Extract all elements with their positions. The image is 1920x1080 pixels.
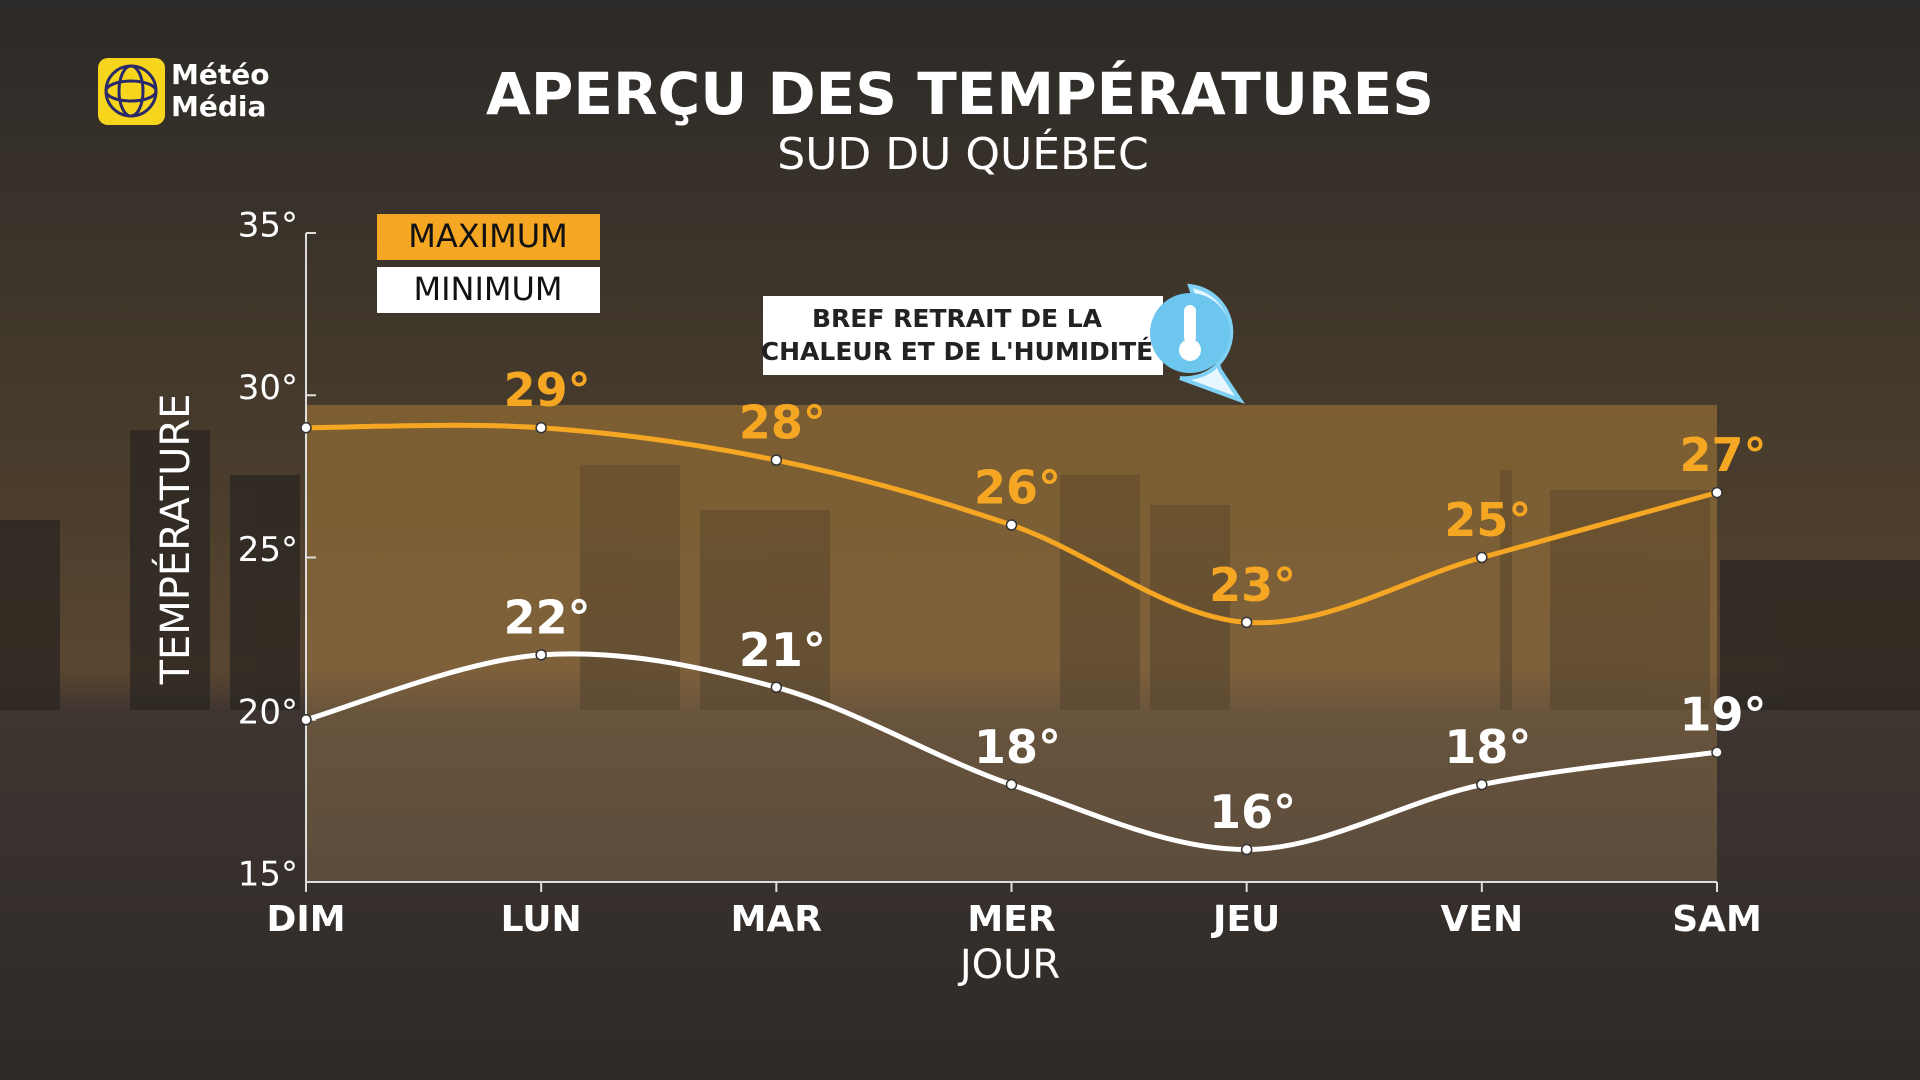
data-point [1005, 519, 1018, 531]
y-tick-label: 25° [238, 530, 298, 570]
logo-globe [104, 64, 158, 118]
data-point [300, 421, 312, 434]
data-point [1711, 486, 1723, 499]
data-point [1240, 616, 1253, 629]
annotation-text: CHALEUR ET DE L'HUMIDITÉ [761, 337, 1153, 366]
data-label: 27° [1679, 428, 1766, 482]
legend-swatch [377, 214, 600, 260]
data-point [535, 421, 547, 434]
thermometer-icon [1150, 283, 1246, 404]
data-point [300, 714, 312, 726]
logo-text: Média [171, 90, 266, 123]
x-tick-label: SAM [1672, 899, 1762, 940]
x-tick-label: MAR [731, 899, 822, 940]
x-axis-label: JOUR [957, 942, 1060, 988]
legend-swatch [377, 267, 600, 313]
y-tick-label: 15° [238, 855, 298, 895]
data-point [1711, 746, 1723, 758]
x-tick-label: DIM [266, 899, 345, 940]
data-point [770, 454, 783, 466]
data-point [1476, 778, 1488, 791]
data-point [770, 681, 783, 694]
data-label: 21° [739, 623, 826, 677]
data-point [535, 649, 547, 661]
data-label: 26° [974, 461, 1061, 515]
data-label: 16° [1209, 785, 1296, 839]
y-tick-label: 30° [238, 368, 298, 408]
data-point [1240, 843, 1253, 856]
legend-label: MINIMUM [413, 270, 562, 308]
data-label: 22° [504, 590, 591, 644]
annotation-text: BREF RETRAIT DE LA [812, 304, 1103, 333]
logo-text: Météo [171, 58, 269, 91]
data-point [1005, 778, 1018, 791]
chart-subtitle: SUD DU QUÉBEC [777, 127, 1148, 180]
chart-tint [306, 405, 1717, 882]
data-point [1476, 551, 1488, 564]
data-label: 29° [504, 363, 591, 417]
data-label: 23° [1209, 558, 1296, 612]
x-tick-label: VEN [1441, 899, 1524, 940]
x-tick-label: JEU [1210, 899, 1280, 940]
x-tick-label: LUN [501, 899, 582, 940]
data-label: 28° [739, 396, 826, 450]
chart-title: APERÇU DES TEMPÉRATURES [486, 59, 1434, 128]
annotation-box [763, 296, 1163, 375]
x-tick-label: MER [967, 899, 1055, 940]
data-label: 18° [974, 720, 1061, 774]
legend-label: MAXIMUM [408, 217, 568, 255]
data-label: 18° [1444, 720, 1531, 774]
data-label: 25° [1444, 493, 1531, 547]
y-tick-label: 35° [238, 206, 298, 246]
data-label: 19° [1679, 688, 1766, 742]
y-axis-label: TEMPÉRATURE [151, 394, 199, 686]
y-tick-label: 20° [238, 692, 298, 732]
